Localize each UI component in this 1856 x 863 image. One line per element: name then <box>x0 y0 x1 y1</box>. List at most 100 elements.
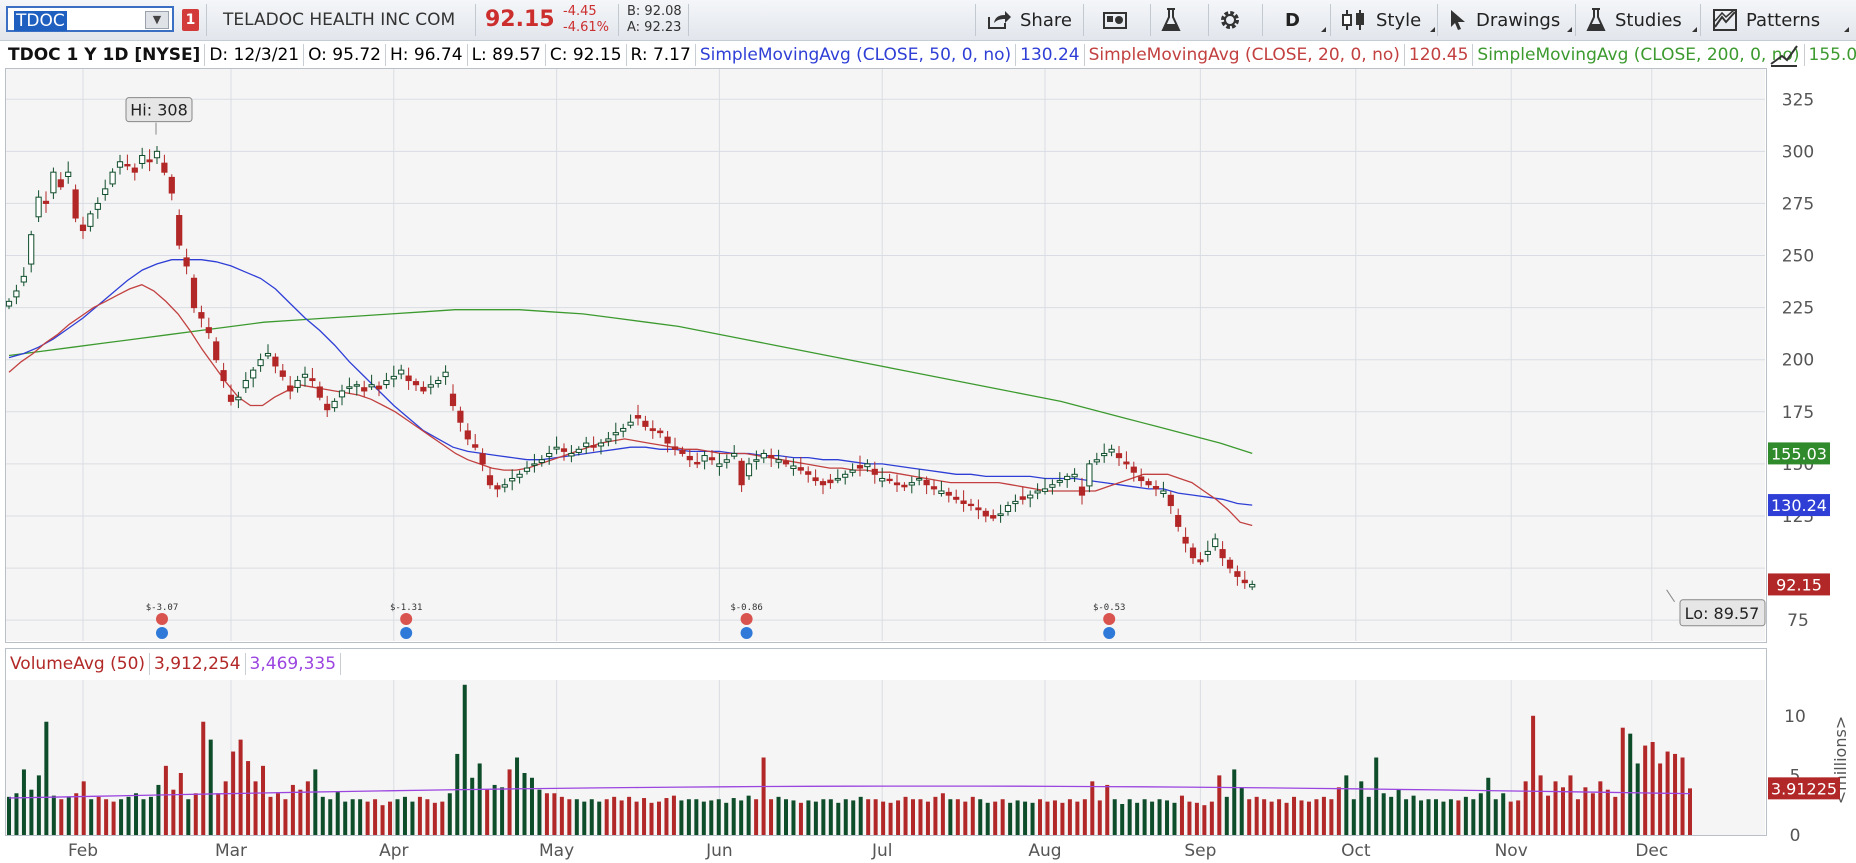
sma200-study-label[interactable]: SimpleMovingAvg (CLOSE, 200, 0, no) <box>1477 45 1800 65</box>
volume-bar <box>1411 795 1416 835</box>
volume-bar <box>1052 800 1057 835</box>
volume-bar <box>148 796 153 835</box>
aggregation-button[interactable]: D <box>1285 0 1327 40</box>
candle-body <box>124 164 131 167</box>
symbol-dropdown-icon[interactable]: ▼ <box>145 11 169 29</box>
volume-bar <box>1688 788 1692 835</box>
toolbar-divider <box>618 4 619 36</box>
volume-bar <box>1150 801 1155 835</box>
snapshot-button[interactable] <box>1102 0 1128 40</box>
volume-bar <box>1673 753 1678 835</box>
candle-body <box>464 430 471 440</box>
sma200-price-badge-box <box>1768 442 1830 465</box>
volume-bar <box>1202 805 1207 835</box>
style-button[interactable]: Style <box>1340 0 1436 40</box>
hi-callout-box <box>125 97 193 123</box>
share-button[interactable]: Share <box>986 0 1072 40</box>
symbol-input[interactable]: TDOC ▼ <box>6 6 174 32</box>
candle-body <box>768 454 775 459</box>
cursor-icon <box>1451 10 1465 30</box>
volume-bar <box>1598 781 1603 835</box>
volume-bar <box>1142 799 1147 835</box>
volume-study-label[interactable]: VolumeAvg (50) <box>10 654 146 674</box>
volume-bar <box>769 799 774 835</box>
patterns-label: Patterns <box>1746 9 1821 31</box>
volume-bar <box>14 793 19 835</box>
candle-body <box>198 312 205 319</box>
candle-body <box>1056 480 1063 483</box>
volume-bar <box>1120 804 1125 835</box>
volume-avg-value: 3,469,335 <box>249 654 337 674</box>
flask-icon <box>1161 8 1181 31</box>
sma50-price-badge-box <box>1768 494 1830 517</box>
volume-bar <box>1112 799 1117 835</box>
volume-bar <box>1097 800 1102 835</box>
price-callouts: Hi: 308 Lo: 89.57 155.03 130.24 92.15 <box>125 97 1830 627</box>
volume-bar <box>567 799 572 835</box>
candle-body <box>375 385 383 390</box>
volume-bar <box>1493 799 1498 835</box>
volume-bar <box>791 800 796 835</box>
volume-tick-label: 5 <box>1790 766 1801 786</box>
volume-bar <box>1620 727 1625 835</box>
price-candles <box>5 145 1256 591</box>
candle-body <box>324 403 331 411</box>
candle-body <box>472 444 479 448</box>
camera-icon <box>1103 12 1127 29</box>
sma50-study-label[interactable]: SimpleMovingAvg (CLOSE, 50, 0, no) <box>699 45 1012 65</box>
volume-value: 3,912,254 <box>154 654 241 674</box>
candle-body <box>57 179 64 188</box>
studies-button[interactable]: Studies <box>1585 0 1698 40</box>
volume-bar <box>1441 801 1446 835</box>
candle-body <box>501 484 508 488</box>
patterns-icon <box>1713 9 1737 31</box>
volume-bar <box>1277 799 1282 835</box>
drawings-button[interactable]: Drawings <box>1448 0 1573 40</box>
drawing-tool-icon[interactable] <box>1768 42 1800 68</box>
volume-bar <box>485 789 490 835</box>
corner-menu-icon <box>1692 27 1697 32</box>
candle-body <box>523 467 531 472</box>
corner-menu-icon <box>1430 27 1435 32</box>
sma20-study-label[interactable]: SimpleMovingAvg (CLOSE, 20, 0, no) <box>1088 45 1400 65</box>
volume-bar <box>66 796 71 835</box>
candle-body <box>694 461 701 465</box>
volume-bar <box>111 801 116 835</box>
volume-tick-label: 0 <box>1790 826 1801 846</box>
volume-bar <box>1067 799 1072 835</box>
corner-menu-icon <box>1321 27 1326 32</box>
volume-bar <box>783 799 788 835</box>
settings-button[interactable] <box>1218 0 1242 40</box>
volume-bar <box>1605 789 1610 835</box>
candle-body <box>805 471 812 475</box>
candle-body <box>975 507 982 511</box>
volume-bar <box>1232 769 1237 835</box>
volume-bar <box>298 789 303 835</box>
candle-body <box>1234 571 1241 577</box>
earnings-label: $-1.31 <box>390 603 423 613</box>
volume-bar <box>589 799 594 835</box>
volume-bar <box>619 800 624 835</box>
earnings-label: $-0.53 <box>1093 603 1126 613</box>
volume-bar <box>1508 801 1513 835</box>
flask-button[interactable] <box>1160 0 1182 40</box>
volume-bar <box>724 802 729 835</box>
candle-body <box>390 375 397 380</box>
link-group-badge[interactable]: 1 <box>182 9 199 31</box>
candle-body <box>146 159 153 163</box>
volume-bar <box>1090 781 1095 835</box>
month-tick-label: Nov <box>1495 841 1528 861</box>
candle-body <box>753 459 760 462</box>
studies-flask-icon <box>1586 8 1606 31</box>
symbol-text[interactable]: TDOC <box>14 11 67 31</box>
candle-body <box>1249 583 1256 588</box>
volume-bar <box>1680 757 1685 835</box>
last-price: 92.15 <box>485 7 555 32</box>
style-label: Style <box>1376 9 1422 31</box>
month-tick-label: Oct <box>1341 841 1371 861</box>
candle-body <box>368 384 375 388</box>
patterns-button[interactable]: Patterns <box>1712 0 1850 40</box>
volume-bar <box>694 799 699 835</box>
price-chart[interactable]: $-3.07 $-1.31 $-0.86 $-0.53 751251501752002… <box>0 68 1856 646</box>
